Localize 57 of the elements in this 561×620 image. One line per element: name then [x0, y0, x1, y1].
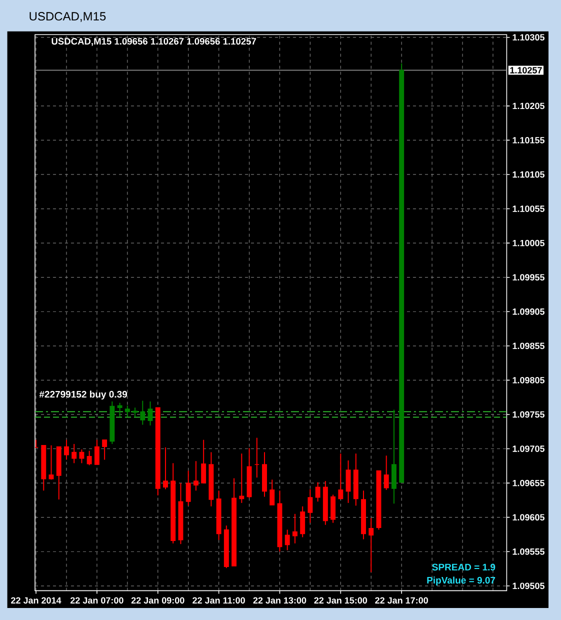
y-tick-label: 1.09705 — [512, 446, 544, 452]
y-tick-label: 1.10205 — [512, 102, 544, 110]
chart-title: USDCAD,M15 — [30, 12, 106, 22]
candlestick — [338, 453, 344, 500]
y-tick-label: 1.09805 — [512, 377, 544, 384]
candlestick — [102, 439, 108, 460]
candlestick — [186, 470, 191, 506]
x-tick-label: 22 Jan 15:00 — [314, 597, 368, 604]
candlestick — [384, 455, 389, 490]
candlestick — [300, 506, 306, 538]
candlestick — [94, 439, 100, 466]
ref-line-label: 1.10257 — [510, 67, 542, 74]
candlestick — [391, 409, 396, 504]
x-tick-label: 22 Jan 13:00 — [253, 597, 306, 604]
y-tick-label: 1.09755 — [512, 411, 544, 418]
candlestick — [79, 448, 84, 464]
x-tick-label: 22 Jan 09:00 — [131, 597, 184, 604]
y-tick-label: 1.09955 — [512, 274, 544, 281]
candlestick — [124, 405, 130, 418]
ref-line-label: #22799152 buy 0.39 — [39, 390, 128, 400]
candlestick — [193, 460, 198, 492]
y-tick-label: 1.10305 — [512, 34, 544, 41]
y-tick-label: 1.10105 — [512, 171, 544, 178]
candlestick — [292, 513, 298, 544]
x-tick-label: 22 Jan 17:00 — [375, 597, 428, 604]
y-tick-label: 1.10055 — [512, 206, 544, 212]
candlestick — [86, 450, 92, 466]
y-tick-label: 1.10005 — [512, 240, 544, 246]
candlestick — [346, 460, 351, 504]
candlestick — [270, 479, 275, 506]
candlestick — [368, 518, 374, 573]
candlestick — [201, 439, 206, 484]
y-tick-label: 1.09505 — [512, 582, 544, 590]
candlestick — [308, 488, 313, 524]
candlestick — [117, 402, 122, 418]
x-tick-label: 22 Jan 11:00 — [192, 597, 245, 604]
annotation: SPREAD = 1.9 — [432, 564, 496, 570]
x-tick-label: 22 Jan 07:00 — [70, 597, 124, 604]
candlestick — [330, 494, 336, 524]
candlestick — [64, 439, 69, 460]
candlestick — [284, 529, 290, 551]
y-tick-label: 1.09905 — [512, 308, 544, 315]
chart-subtitle: USDCAD,M15 1.09656 1.10267 1.09656 1.10257 — [52, 38, 256, 46]
annotation: PipValue = 9.07 — [427, 576, 496, 586]
candlestick — [140, 400, 146, 426]
candlestick — [48, 444, 54, 480]
candlestick — [239, 453, 244, 504]
y-tick-label: 1.10155 — [512, 137, 544, 144]
y-tick-label: 1.09555 — [512, 548, 544, 555]
y-tick-label: 1.09655 — [512, 480, 544, 486]
candlestick — [315, 482, 320, 502]
candlestick — [72, 443, 77, 464]
y-tick-label: 1.09855 — [512, 342, 544, 350]
candlestick — [163, 446, 168, 490]
y-tick-label: 1.09605 — [512, 514, 544, 521]
candlestick — [148, 400, 153, 426]
x-tick-label: 22 Jan 2014 — [11, 597, 62, 604]
